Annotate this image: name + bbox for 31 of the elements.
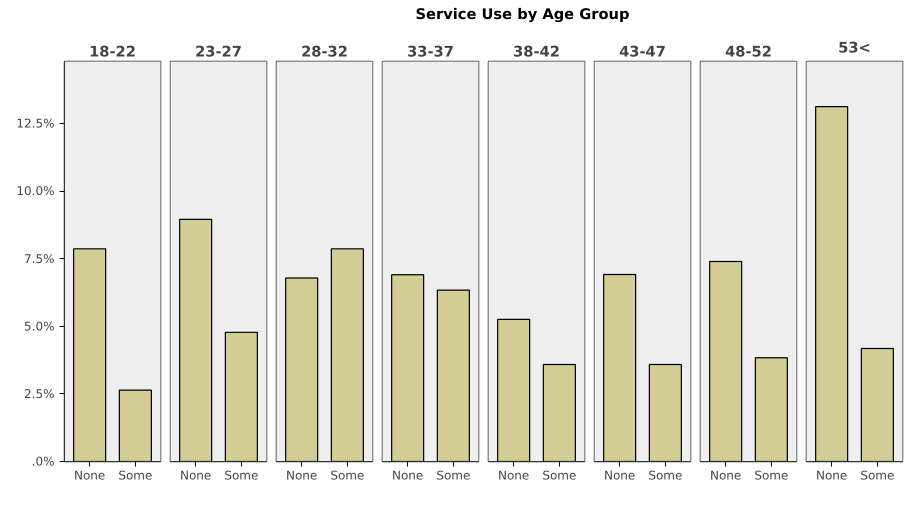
x-tick-label: Some	[118, 468, 152, 482]
chart-subtitle: 38-42	[513, 44, 560, 60]
x-tick-label: None	[392, 468, 424, 482]
x-tick-label: None	[180, 468, 212, 482]
y-tick-label: 7.5%	[24, 252, 55, 266]
x-tick-label: Some	[860, 468, 894, 482]
y-tick-label: 2.5%	[24, 386, 55, 401]
chart-subtitle: 33-37	[407, 44, 454, 60]
chart-subtitle: 43-47	[619, 44, 666, 60]
text: Service Use by Age Group	[416, 5, 630, 25]
x-tick-label: None	[710, 468, 742, 482]
x-tick-label: Some	[648, 468, 682, 482]
x-tick-label: None	[498, 468, 530, 482]
x-tick-label: Some	[330, 468, 364, 482]
chart-subtitle: 18-22	[89, 44, 136, 60]
chart-subtitle: 28-32	[301, 44, 348, 60]
x-tick-label: Some	[436, 468, 470, 482]
chart-subtitle: 23-27	[195, 44, 242, 60]
chart-subtitle: 53<	[838, 40, 871, 56]
y-tick-label: 10.0%	[16, 184, 55, 198]
x-tick-label: Some	[542, 468, 576, 482]
x-tick-label: Some	[224, 468, 258, 482]
y-tick-label: .0%	[32, 454, 55, 468]
x-tick-label: None	[604, 468, 636, 482]
y-tick-label: 5.0%	[24, 319, 55, 334]
x-tick-label: None	[286, 468, 318, 482]
y-tick-label: 12.5%	[16, 116, 55, 131]
chart-subtitle: 48-52	[725, 44, 772, 60]
x-tick-label: None	[74, 468, 106, 482]
x-tick-label: Some	[754, 468, 788, 482]
x-tick-label: None	[816, 468, 848, 482]
